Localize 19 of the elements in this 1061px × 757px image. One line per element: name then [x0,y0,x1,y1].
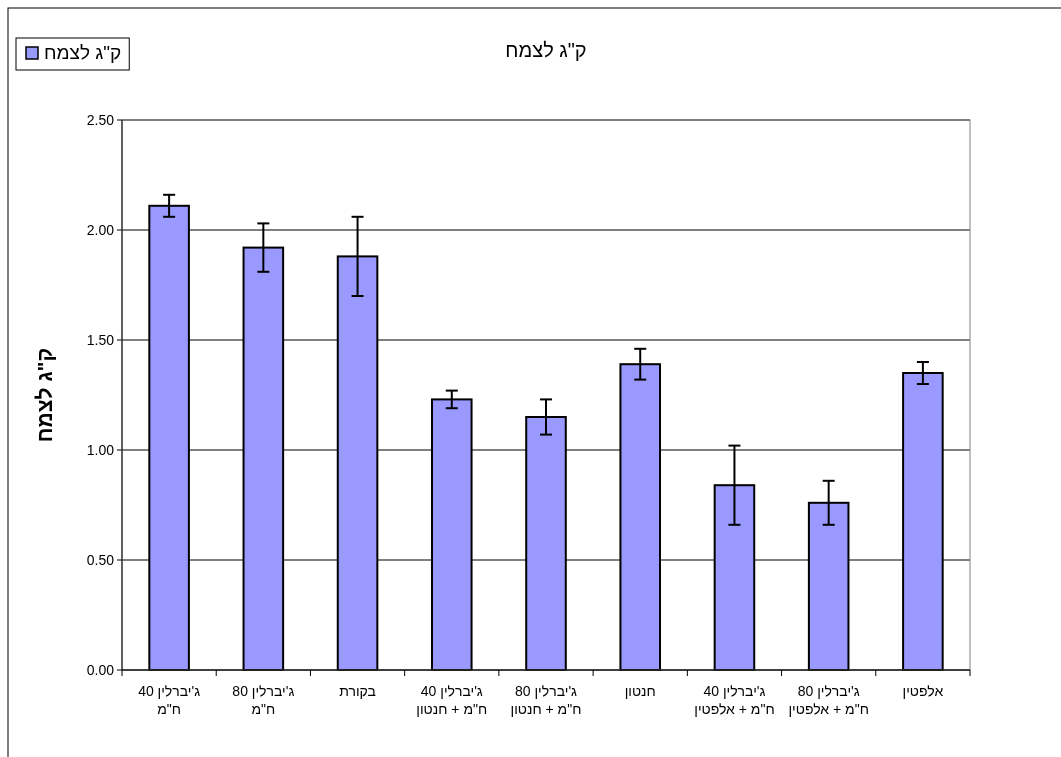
x-tick-label: חנטון [624,683,656,699]
y-tick-label: 1.50 [86,332,115,348]
legend: ק"ג לצמח [15,37,130,71]
x-tick-label: ג'יברלין 80 ח"מ + חנטון [510,683,582,717]
x-tick-label: ג'יברלין 40 ח"מ + אלפטין [694,683,775,717]
x-tick-label: ג'יברלין 40 ח"מ [138,683,201,717]
y-tick-label: 1.00 [86,442,115,458]
y-tick-label: 2.00 [86,222,115,238]
y-tick-label: 0.00 [86,662,115,678]
x-tick-label: בקורת [339,683,376,699]
x-tick-label: אלפטין [902,683,944,699]
x-tick-label: ג'יברלין 80 ח"מ + אלפטין [788,683,869,717]
y-tick-label: 2.50 [86,112,115,128]
legend-label: ק"ג לצמח [44,42,122,63]
chart-title: ק"ג לצמח [505,39,587,61]
y-tick-label: 0.50 [86,552,115,568]
x-tick-label: ג'יברלין 80 ח"מ [232,683,295,717]
y-axis-title: ק"ג לצמח [33,347,56,443]
x-tick-label: ג'יברלין 40 ח"מ + חנטון [416,683,488,717]
